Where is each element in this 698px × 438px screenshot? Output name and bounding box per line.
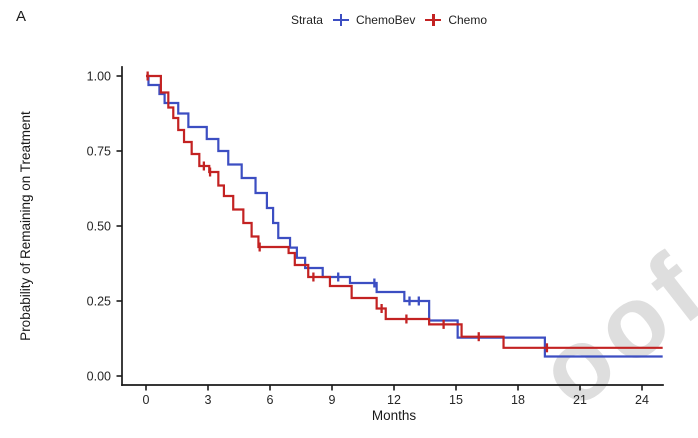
x-tick-label: 6 [267,393,274,407]
x-tick-label: 0 [143,393,150,407]
km-curve-chemo [146,74,663,349]
censor-plus-icon [424,13,442,27]
x-tick-group: 0 3 6 9 12 15 18 21 24 [143,385,649,407]
legend-title: Strata [290,13,323,27]
km-curve-chemobev [146,74,663,358]
x-tick-label: 9 [329,393,336,407]
x-axis-title: Months [372,408,417,423]
panel-label: A [16,8,27,25]
chart-legend: Strata ChemoBev Chemo [0,13,698,27]
x-tick-label: 15 [449,393,463,407]
censor-plus-icon [332,13,350,27]
y-tick-label: 0.50 [87,220,111,234]
y-tick-label: 0.75 [87,145,111,159]
axes [121,66,664,386]
y-tick-label: 1.00 [87,70,111,84]
censor-marks-chemobev [337,272,420,306]
legend-item-label: ChemoBev [355,13,416,27]
censor-marks-chemo [146,71,549,353]
x-tick-label: 3 [205,393,212,407]
legend-item-chemobev: ChemoBev [332,13,415,27]
legend-item-label: Chemo [448,13,488,27]
x-tick-label: 18 [511,393,525,407]
x-tick-label: 24 [635,393,649,407]
y-tick-label: 0.00 [87,370,111,384]
y-tick-label: 0.25 [87,295,111,309]
x-tick-label: 12 [387,393,401,407]
legend-item-chemo: Chemo [424,13,487,27]
x-tick-label: 21 [573,393,587,407]
y-tick-group: 1.00 0.75 0.50 0.25 0.00 [87,70,122,384]
y-axis-title: Probability of Remaining on Treatment [18,111,33,341]
